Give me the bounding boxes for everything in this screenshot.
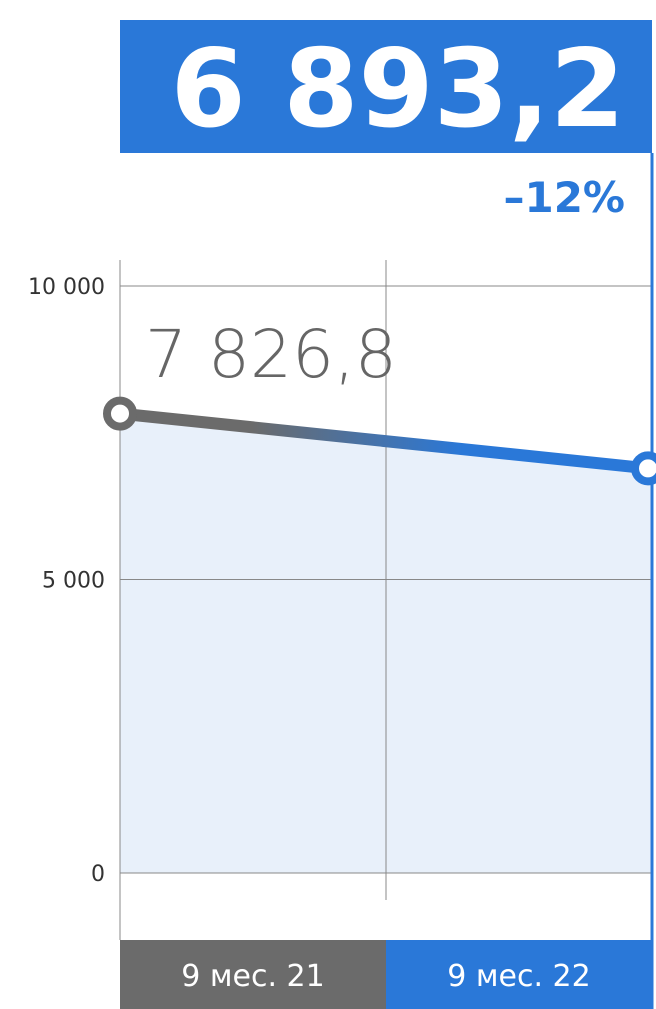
change-label: –12% <box>503 173 625 222</box>
category-box <box>120 940 386 1009</box>
line <box>119 407 649 475</box>
point <box>631 451 656 486</box>
category-box <box>386 940 652 1009</box>
previous-value: 7 826,8 <box>145 316 397 393</box>
y-tick-label: 10 000 <box>28 275 105 300</box>
x-tick-label: 9 мес. 22 <box>447 959 590 994</box>
point <box>103 396 137 431</box>
x-tick-label: 9 мес. 21 <box>181 959 324 994</box>
y-tick-label: 5 000 <box>42 569 105 594</box>
y-tick-label: 0 <box>91 862 105 887</box>
current-value: 6 893,2 <box>171 27 625 152</box>
header-box <box>120 20 652 153</box>
